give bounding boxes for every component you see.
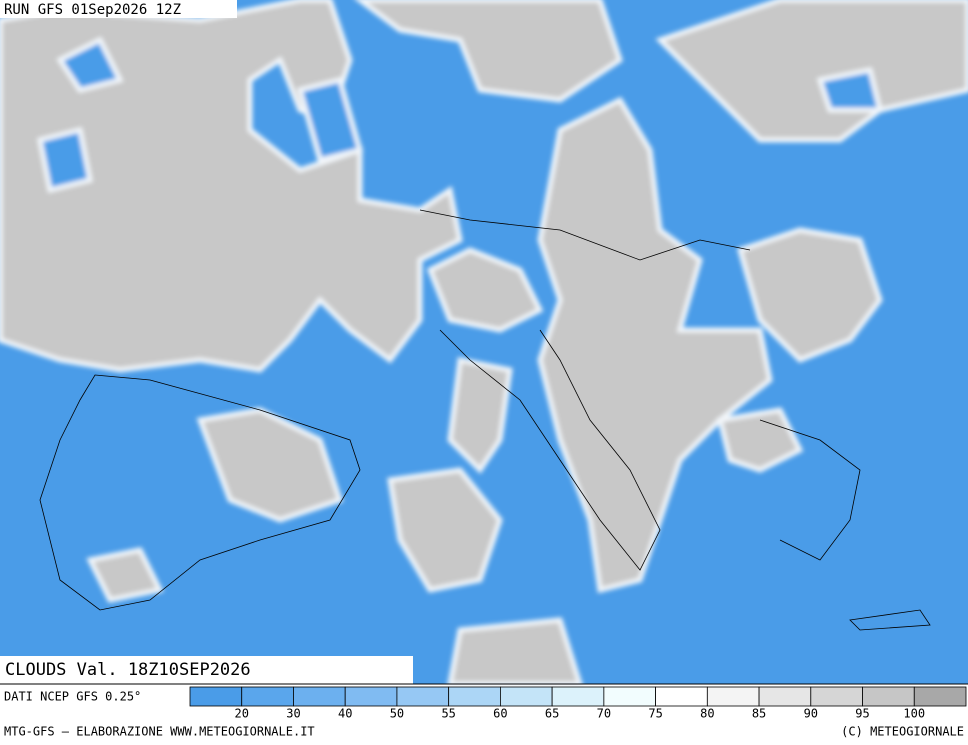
clear-area (56, 36, 124, 93)
map-title: CLOUDS Val. 18Z10SEP2026 (5, 660, 251, 680)
legend-tick-label: 65 (545, 707, 559, 721)
legend-swatch (241, 686, 294, 707)
cloud-area (446, 617, 584, 687)
cloud-cover (0, 0, 968, 687)
source-label: DATI NCEP GFS 0.25° (4, 690, 141, 704)
cloud-area (447, 357, 513, 474)
legend-tick-label: 90 (804, 707, 818, 721)
legend-tick-label: 95 (855, 707, 869, 721)
cloud-area (716, 407, 804, 473)
legend-tick-label: 70 (597, 707, 611, 721)
legend-swatch (810, 686, 863, 707)
cloud-area (387, 467, 503, 593)
coastline (439, 329, 661, 571)
legend-tick-label: 20 (235, 707, 249, 721)
legend-swatch (499, 686, 553, 707)
legend-swatch (758, 686, 812, 707)
legend-swatch (655, 686, 708, 707)
cloud-area (537, 96, 773, 594)
clear-area (37, 126, 93, 194)
clear-area (296, 76, 364, 164)
run-box (0, 0, 237, 18)
legend-tick-label: 55 (441, 707, 455, 721)
border (419, 209, 751, 261)
legend-tick-label: 50 (390, 707, 404, 721)
cloud-area (355, 0, 623, 103)
legend-tick-label: 60 (493, 707, 507, 721)
legend: 20 30 40 50 55 60 65 70 75 80 85 90 95 100 (189, 686, 967, 721)
coastline (39, 374, 361, 611)
cloud-area (86, 547, 164, 603)
coastline (759, 419, 861, 561)
footer-right: (C) METEOGIORNALE (841, 725, 964, 739)
legend-swatch (551, 686, 605, 707)
legend-swatch (396, 686, 450, 707)
legend-tick-label: 85 (752, 707, 766, 721)
footer-left: MTG-GFS — ELABORAZIONE WWW.METEOGIORNALE… (4, 725, 315, 739)
legend-swatch (913, 686, 967, 707)
legend-tick-label: 100 (903, 707, 925, 721)
borders (39, 209, 931, 631)
coastline (849, 609, 931, 631)
legend-swatch (706, 686, 760, 707)
clear-area (816, 67, 884, 113)
legend-tick-label: 40 (338, 707, 352, 721)
title-box (0, 656, 413, 684)
legend-swatch (448, 686, 501, 707)
legend-tick-label: 30 (286, 707, 300, 721)
legend-tick-label: 75 (648, 707, 662, 721)
legend-tick-label: 80 (700, 707, 714, 721)
legend-swatch (344, 686, 398, 707)
run-label: RUN GFS 01Sep2026 12Z (4, 2, 181, 18)
legend-swatch (189, 686, 243, 707)
legend-swatch (862, 686, 915, 707)
legend-swatch (293, 686, 346, 707)
cloud-area (426, 247, 544, 333)
cloud-area (736, 227, 883, 363)
legend-swatch (603, 686, 656, 707)
